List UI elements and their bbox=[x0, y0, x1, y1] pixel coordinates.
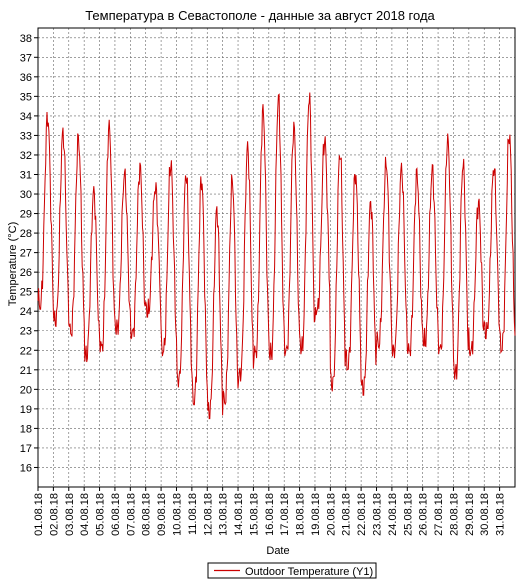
y-tick-label: 22 bbox=[20, 345, 32, 357]
x-tick-label: 27.08.18 bbox=[433, 493, 445, 536]
x-tick-label: 28.08.18 bbox=[448, 493, 460, 536]
y-tick-label: 32 bbox=[20, 150, 32, 162]
x-tick-label: 08.08.18 bbox=[141, 493, 153, 536]
x-tick-label: 30.08.18 bbox=[479, 493, 491, 536]
y-axis-title: Temperature (°C) bbox=[7, 222, 19, 306]
y-tick-label: 21 bbox=[20, 365, 32, 377]
y-tick-label: 27 bbox=[20, 248, 32, 260]
x-axis: 01.08.18 02.08.18 03.08.18 04.08.18 05.08.18… bbox=[33, 487, 507, 536]
chart-title: Температура в Севастополе - данные за ав… bbox=[85, 8, 435, 23]
x-tick-label: 20.08.18 bbox=[325, 493, 337, 536]
y-tick-label: 17 bbox=[20, 443, 32, 455]
y-tick-label: 33 bbox=[20, 130, 32, 142]
x-axis-title: Date bbox=[266, 545, 289, 557]
series-line-outdoor-temperature bbox=[37, 92, 516, 420]
x-tick-label: 09.08.18 bbox=[156, 493, 168, 536]
x-tick-label: 03.08.18 bbox=[64, 493, 76, 536]
x-tick-label: 04.08.18 bbox=[79, 493, 91, 536]
plot-area bbox=[37, 27, 516, 488]
legend-box bbox=[207, 562, 377, 579]
y-tick-label: 34 bbox=[20, 111, 32, 123]
x-tick-label: 17.08.18 bbox=[279, 493, 291, 536]
x-tick-label: 01.08.18 bbox=[33, 493, 45, 536]
legend-label: Outdoor Temperature (Y1) bbox=[245, 566, 373, 578]
y-tick-label: 20 bbox=[20, 384, 32, 396]
x-tick-label: 23.08.18 bbox=[372, 493, 384, 536]
y-tick-label: 35 bbox=[20, 91, 32, 103]
y-axis: 16 17 18 19 20 21 22 23 24 25 26 27 28 29 30 31 32 33 34 35… bbox=[20, 33, 38, 474]
x-tick-label: 29.08.18 bbox=[464, 493, 476, 536]
y-tick-label: 26 bbox=[20, 267, 32, 279]
x-tick-label: 18.08.18 bbox=[295, 493, 307, 536]
grid-lines bbox=[37, 28, 515, 487]
y-tick-label: 28 bbox=[20, 228, 32, 240]
x-tick-label: 05.08.18 bbox=[95, 493, 107, 536]
y-tick-label: 29 bbox=[20, 209, 32, 221]
x-tick-label: 16.08.18 bbox=[264, 493, 276, 536]
y-tick-label: 37 bbox=[20, 52, 32, 64]
legend: Outdoor Temperature (Y1) bbox=[207, 562, 377, 579]
x-tick-label: 02.08.18 bbox=[48, 493, 60, 536]
x-tick-label: 19.08.18 bbox=[310, 493, 322, 536]
y-tick-label: 36 bbox=[20, 72, 32, 84]
x-tick-label: 15.08.18 bbox=[248, 493, 260, 536]
y-tick-label: 23 bbox=[20, 326, 32, 338]
x-tick-label: 07.08.18 bbox=[125, 493, 137, 536]
y-tick-label: 24 bbox=[20, 306, 32, 318]
y-tick-label: 31 bbox=[20, 169, 32, 181]
y-tick-label: 25 bbox=[20, 287, 32, 299]
y-tick-label: 30 bbox=[20, 189, 32, 201]
x-tick-label: 21.08.18 bbox=[341, 493, 353, 536]
y-tick-label: 19 bbox=[20, 404, 32, 416]
x-tick-label: 12.08.18 bbox=[202, 493, 214, 536]
y-tick-label: 18 bbox=[20, 423, 32, 435]
x-tick-label: 26.08.18 bbox=[418, 493, 430, 536]
y-tick-label: 16 bbox=[20, 462, 32, 474]
x-tick-label: 10.08.18 bbox=[171, 493, 183, 536]
x-tick-label: 11.08.18 bbox=[187, 493, 199, 535]
x-tick-label: 22.08.18 bbox=[356, 493, 368, 536]
x-tick-label: 14.08.18 bbox=[233, 493, 245, 536]
x-tick-label: 31.08.18 bbox=[495, 493, 507, 536]
x-tick-label: 13.08.18 bbox=[218, 493, 230, 536]
y-tick-label: 38 bbox=[20, 33, 32, 45]
x-tick-label: 25.08.18 bbox=[402, 493, 414, 536]
x-tick-label: 24.08.18 bbox=[387, 493, 399, 536]
x-tick-label: 06.08.18 bbox=[110, 493, 122, 536]
